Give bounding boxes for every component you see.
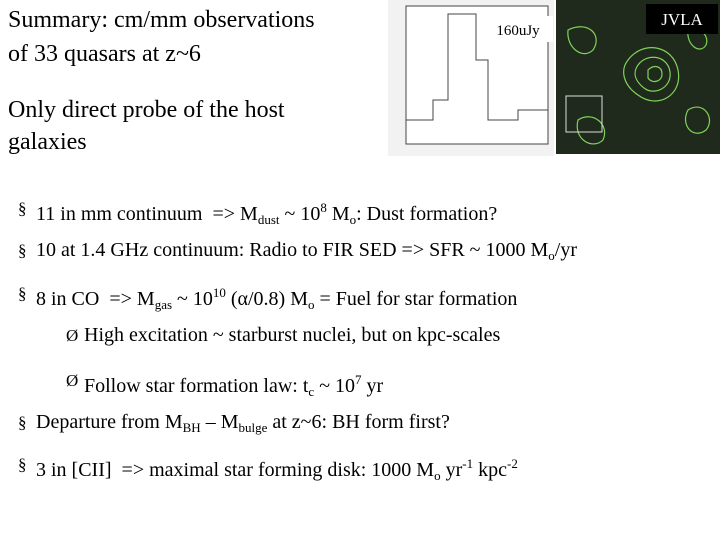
bullet-text: Departure from MBH – Mbulge at z~6: BH f… bbox=[36, 410, 450, 440]
bullet-text: 11 in mm continuum => Mdust ~ 108 Mo: Du… bbox=[36, 196, 497, 232]
text-run: bulge bbox=[238, 420, 268, 435]
spectrum-line bbox=[406, 13, 548, 121]
flux-label: 160uJy bbox=[496, 23, 540, 39]
bullet-marker: § bbox=[18, 455, 27, 474]
text-run: c bbox=[308, 384, 315, 399]
bullet-text: Follow star formation law: tc ~ 107 yr bbox=[84, 368, 383, 404]
text-run: 11 in mm continuum => M bbox=[36, 203, 258, 225]
title-line: of 33 quasars at z~6 bbox=[8, 41, 201, 67]
text-run: High excitation ~ starburst nuclei, but … bbox=[84, 324, 501, 346]
contours bbox=[567, 26, 711, 145]
text-run: gas bbox=[154, 297, 173, 312]
text-run: BH bbox=[182, 420, 201, 435]
text-run: – M bbox=[200, 411, 239, 433]
text-run: 7 bbox=[355, 372, 362, 387]
telescope-label: JVLA bbox=[661, 10, 703, 29]
text-run: M bbox=[326, 203, 350, 225]
bullet-marker: § bbox=[18, 241, 27, 260]
subtitle-line: galaxies bbox=[8, 129, 87, 155]
text-run: 3 in [CII] => maximal star forming disk:… bbox=[36, 459, 435, 481]
bullet-marker: Ø bbox=[66, 371, 79, 390]
text-run: = Fuel for star formation bbox=[314, 288, 518, 310]
bullet-marker: § bbox=[18, 413, 27, 432]
text-run: yr bbox=[361, 375, 384, 397]
text-run: yr bbox=[440, 459, 463, 481]
figures: 160uJy JVLA bbox=[388, 0, 720, 156]
text-run: (α/0.8) M bbox=[225, 288, 308, 310]
text-run: 10 bbox=[212, 285, 226, 300]
text-run: -1 bbox=[462, 456, 474, 471]
label-box bbox=[483, 16, 553, 42]
label-box bbox=[646, 4, 718, 34]
zoom-box bbox=[565, 95, 603, 133]
text-run: o bbox=[434, 468, 441, 483]
text-run: ~ 10 bbox=[279, 203, 321, 225]
text-run: at z~6: BH form first? bbox=[267, 411, 450, 433]
text-run: 8 bbox=[320, 200, 327, 215]
text-run: Follow star formation law: t bbox=[84, 375, 309, 397]
bullet-marker: § bbox=[18, 284, 27, 303]
title-line: Summary: cm/mm observations bbox=[8, 7, 315, 33]
text-run: 10 at 1.4 GHz continuum: Radio to FIR SE… bbox=[36, 239, 549, 261]
text-run: ~ 10 bbox=[172, 288, 213, 310]
bullet-marker: Ø bbox=[66, 326, 79, 345]
text-run: o bbox=[349, 212, 357, 227]
text-run: ~ 10 bbox=[314, 375, 356, 397]
text-run: o bbox=[548, 248, 555, 263]
text-run: : Dust formation? bbox=[356, 203, 498, 225]
bullet-text: 3 in [CII] => maximal star forming disk:… bbox=[36, 452, 518, 488]
text-run: -2 bbox=[506, 456, 518, 471]
text-run: Departure from M bbox=[36, 411, 183, 433]
text-run: o bbox=[308, 297, 315, 312]
bullet-text: High excitation ~ starburst nuclei, but … bbox=[84, 323, 500, 347]
bullet-marker: § bbox=[18, 199, 27, 218]
bullet-text: 8 in CO => Mgas ~ 1010 (α/0.8) Mo = Fuel… bbox=[36, 281, 517, 317]
text-run: kpc bbox=[473, 459, 507, 481]
bullet-text: 10 at 1.4 GHz continuum: Radio to FIR SE… bbox=[36, 238, 577, 268]
text-run: /yr bbox=[554, 239, 578, 261]
subtitle-line: Only direct probe of the host bbox=[8, 97, 285, 123]
text-run: 8 in CO => M bbox=[36, 288, 155, 310]
text-run: dust bbox=[257, 212, 280, 227]
